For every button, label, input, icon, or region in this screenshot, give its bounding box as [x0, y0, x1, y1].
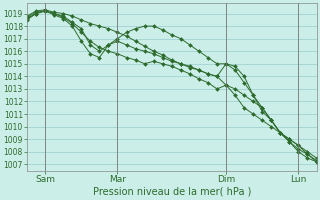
X-axis label: Pression niveau de la mer( hPa ): Pression niveau de la mer( hPa ): [92, 187, 251, 197]
